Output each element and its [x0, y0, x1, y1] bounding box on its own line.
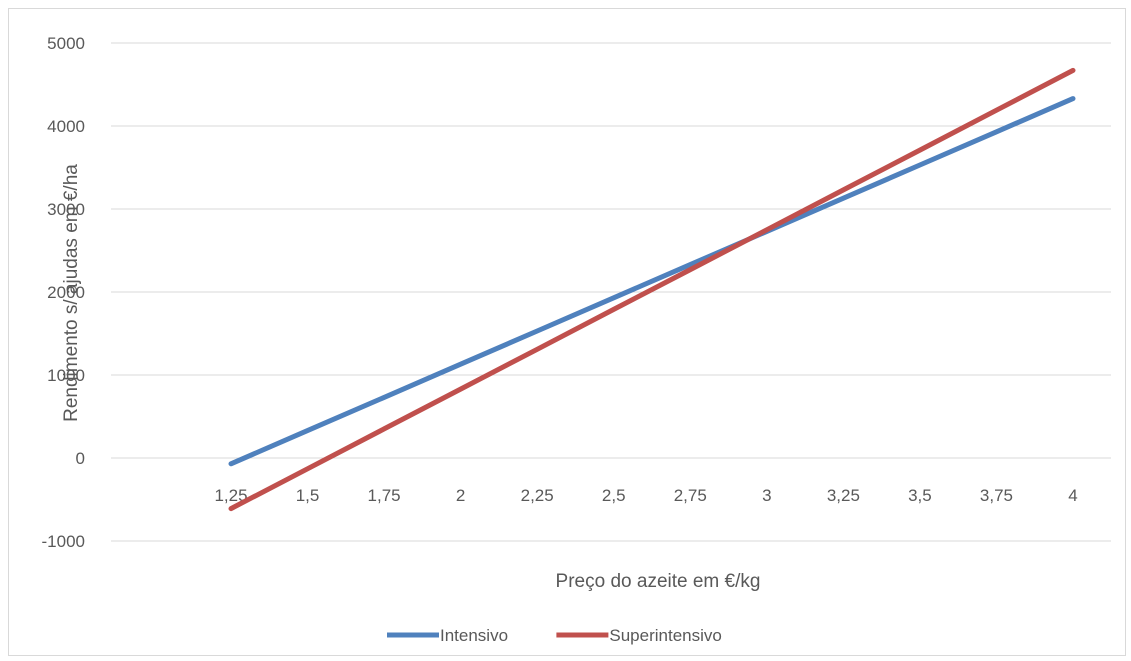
y-tick-label: 5000	[47, 34, 85, 53]
y-tick-label: 2000	[47, 283, 85, 302]
x-axis-title: Preço do azeite em €/kg	[556, 571, 761, 592]
x-tick-label: 4	[1068, 486, 1077, 505]
series-line-intensivo	[228, 96, 1076, 467]
x-tick-label: 3,75	[980, 486, 1013, 505]
gridlines	[111, 42, 1111, 542]
x-tick-label: 1,75	[368, 486, 401, 505]
x-axis-ticks: 1,25 1,5 1,75 2 2,25 2,5 2,75 3 3,25 3,5 3,75 4	[214, 486, 1077, 505]
y-axis-ticks: -1000 0 1000 2000 3000 4000 5000	[42, 34, 85, 551]
x-tick-label: 2,75	[674, 486, 707, 505]
legend-label: Superintensivo	[609, 626, 721, 645]
series-lines	[228, 67, 1076, 512]
x-tick-label: 3,5	[908, 486, 932, 505]
x-tick-label: 2,25	[521, 486, 554, 505]
x-tick-label: 1,25	[214, 486, 247, 505]
x-tick-label: 1,5	[296, 486, 320, 505]
y-tick-label: 4000	[47, 117, 85, 136]
x-tick-label: 3	[762, 486, 771, 505]
y-tick-label: 3000	[47, 200, 85, 219]
chart-frame: -1000 0 1000 2000 3000 4000 5000 1,25 1,5 1,75 2 2…	[8, 8, 1126, 656]
x-tick-label: 2,5	[602, 486, 626, 505]
y-tick-label: 1000	[47, 366, 85, 385]
x-tick-label: 3,25	[827, 486, 860, 505]
y-tick-label: 0	[76, 449, 85, 468]
line-chart: -1000 0 1000 2000 3000 4000 5000 1,25 1,5 1,75 2 2…	[42, 34, 1111, 645]
legend-label: Intensivo	[440, 626, 508, 645]
x-tick-label: 2	[456, 486, 465, 505]
y-tick-label: -1000	[42, 532, 85, 551]
series-line-superintensivo	[228, 67, 1076, 512]
legend: Intensivo Superintensivo	[387, 626, 722, 645]
y-axis-title: Rendimento s/ ajudas em €/ha	[61, 164, 82, 422]
